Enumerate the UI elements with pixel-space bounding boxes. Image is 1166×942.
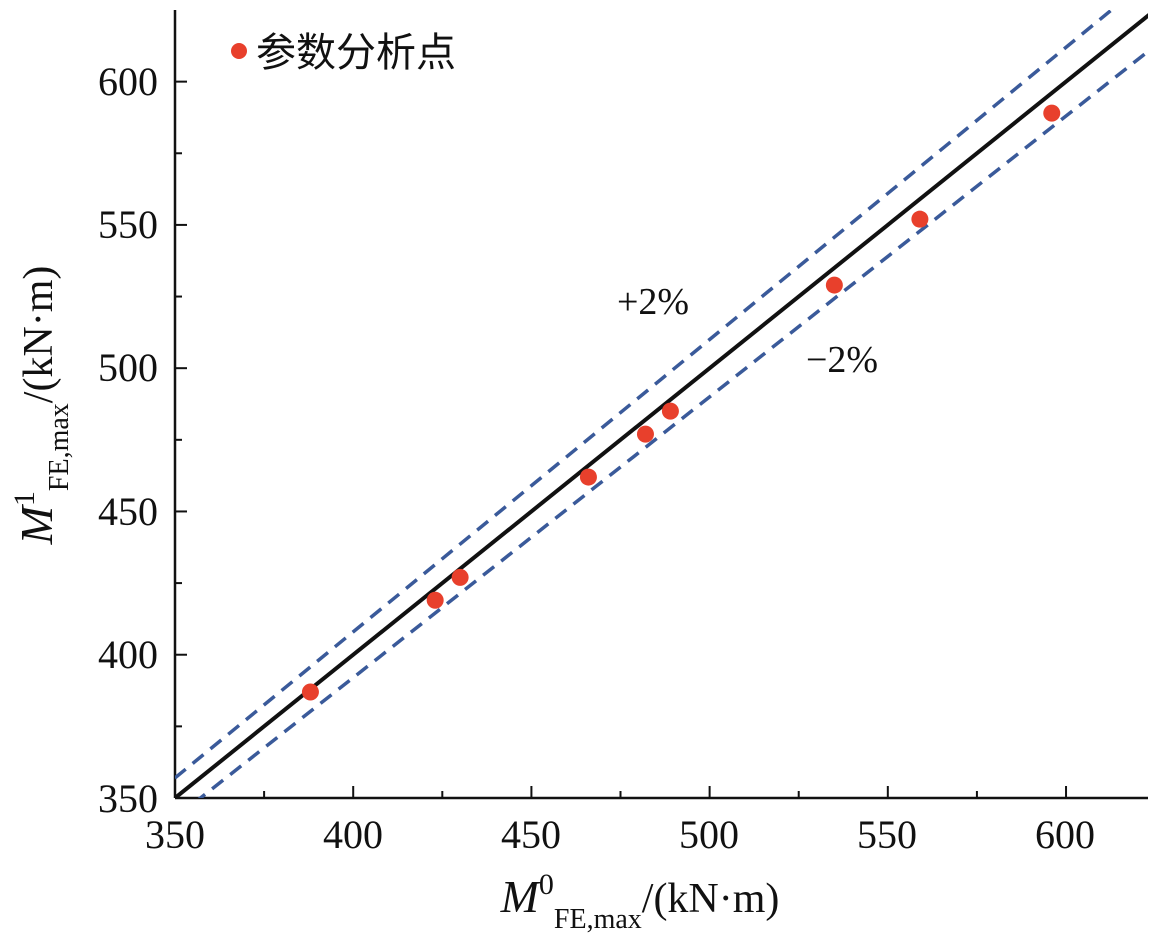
data-point: [1043, 104, 1061, 122]
x-tick-label: 450: [501, 812, 561, 857]
y-tick-label: 600: [98, 59, 158, 104]
x-tick-labels: 350 400 450 500 550 600: [145, 812, 1095, 857]
legend: 参数分析点: [231, 30, 456, 76]
y-tick-label: 450: [98, 489, 158, 534]
x-tick-label: 600: [1035, 812, 1095, 857]
y-axis-title-sub: FE,max: [44, 403, 75, 491]
x-tick-label: 550: [857, 812, 917, 857]
reference-line-y-equals-x: [175, 13, 1148, 798]
y-tick-labels: 350 400 450 500 550 600: [98, 59, 158, 821]
y-axis-title: M1FE,max/(kN·m): [8, 266, 75, 546]
legend-label: 参数分析点: [256, 30, 456, 76]
data-point: [451, 568, 469, 586]
y-tick-label: 550: [98, 202, 158, 247]
data-point: [661, 402, 679, 420]
y-axis-title-main: M: [11, 503, 62, 545]
reference-line-plus-2-percent: [175, 10, 1115, 781]
data-point: [579, 468, 597, 486]
reference-line-minus-2-percent: [197, 49, 1148, 798]
data-point: [426, 591, 444, 609]
data-point: [301, 683, 319, 701]
x-tick-label: 350: [145, 812, 205, 857]
x-axis-title-main: M: [500, 871, 542, 922]
y-tick-label: 350: [98, 776, 158, 821]
x-tick-label: 400: [323, 812, 383, 857]
x-axis-title: M0FE,max/(kN·m): [500, 868, 780, 935]
x-tick-label: 500: [679, 812, 739, 857]
legend-marker: [231, 43, 247, 59]
axes: [173, 10, 1148, 800]
x-axis-title-unit: /(kN·m): [642, 876, 780, 922]
data-point: [825, 276, 843, 294]
y-tick-label: 400: [98, 632, 158, 677]
y-axis-title-sup: 1: [8, 491, 41, 506]
data-point: [911, 210, 929, 228]
data-point: [636, 425, 654, 443]
y-tick-label: 500: [98, 345, 158, 390]
minus-2-percent-label: −2%: [806, 339, 878, 381]
ticks: [174, 80, 1068, 799]
y-axis-title-unit: /(kN·m): [16, 266, 62, 404]
plot-area: [175, 10, 1148, 798]
x-axis-title-sub: FE,max: [554, 904, 642, 935]
x-axis-title-sup: 0: [539, 868, 554, 901]
plus-2-percent-label: +2%: [617, 281, 689, 323]
